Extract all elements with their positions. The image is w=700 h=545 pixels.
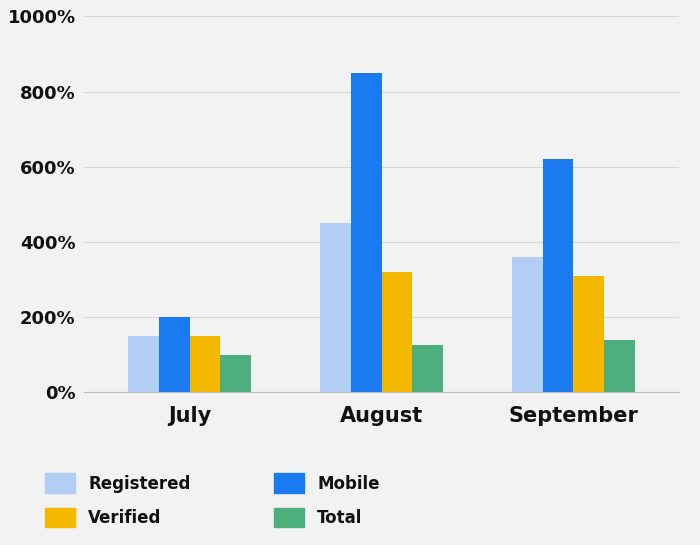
Bar <box>190 336 220 392</box>
Bar <box>412 346 443 392</box>
Bar <box>320 223 351 392</box>
Bar <box>220 355 251 392</box>
Bar <box>382 272 412 392</box>
Bar <box>159 317 190 392</box>
Bar <box>128 336 159 392</box>
Bar <box>573 276 604 392</box>
Bar <box>351 73 382 392</box>
Bar <box>512 257 542 392</box>
Bar <box>604 340 635 392</box>
Legend: Registered, Verified, Mobile, Total: Registered, Verified, Mobile, Total <box>45 474 379 527</box>
Bar <box>542 159 573 392</box>
